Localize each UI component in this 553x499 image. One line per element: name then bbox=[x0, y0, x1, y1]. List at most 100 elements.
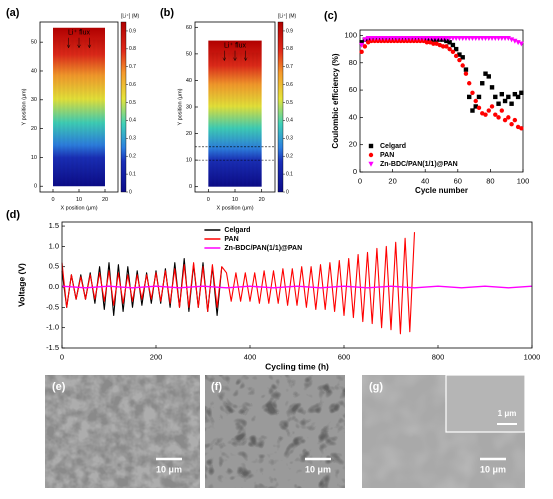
inset bbox=[445, 374, 526, 433]
y-tick-label: 60 bbox=[186, 25, 192, 31]
y-tick-label: 60 bbox=[349, 85, 357, 94]
marker bbox=[372, 35, 378, 41]
marker bbox=[457, 52, 462, 57]
marker bbox=[362, 37, 368, 43]
marker bbox=[453, 35, 459, 41]
y-tick-label: 0 bbox=[34, 184, 37, 190]
marker bbox=[437, 35, 443, 41]
marker bbox=[430, 35, 436, 41]
panel-label: (g) bbox=[369, 381, 383, 393]
x-tick-label: 800 bbox=[432, 352, 445, 361]
flux-arrow bbox=[87, 37, 92, 49]
x-tick-label: 0 bbox=[207, 197, 210, 203]
colorbar-tick-label: 0.2 bbox=[129, 154, 136, 160]
y-tick-label: 40 bbox=[186, 78, 192, 84]
marker bbox=[499, 91, 505, 97]
marker bbox=[502, 35, 508, 41]
colorbar bbox=[120, 21, 127, 193]
marker bbox=[492, 35, 498, 41]
plot-frame bbox=[194, 21, 276, 193]
marker bbox=[489, 85, 495, 90]
y-tick-label: 40 bbox=[31, 68, 37, 74]
y-tick-label: -0.5 bbox=[46, 302, 59, 311]
marker bbox=[473, 104, 478, 109]
x-tick-label: 100 bbox=[517, 176, 530, 185]
marker bbox=[479, 35, 485, 41]
y-axis-label: Y position (μm) bbox=[21, 88, 27, 125]
marker bbox=[486, 74, 491, 79]
x-tick-label: 10 bbox=[232, 197, 238, 203]
marker bbox=[486, 108, 491, 113]
colorbar-tick-label: 0.8 bbox=[286, 46, 293, 52]
marker bbox=[476, 105, 482, 111]
y-tick-label: 0 bbox=[189, 184, 192, 190]
marker bbox=[467, 81, 472, 86]
y-tick-label: 80 bbox=[349, 58, 357, 67]
marker bbox=[440, 44, 446, 49]
legend-label: PAN bbox=[380, 152, 394, 159]
colorbar-tick-label: 0.4 bbox=[129, 118, 136, 124]
legend-marker bbox=[368, 152, 374, 158]
x-tick-label: 600 bbox=[338, 352, 351, 361]
colorbar-tick-label: 0.9 bbox=[286, 28, 293, 34]
panel-label: (e) bbox=[52, 381, 66, 393]
marker bbox=[385, 35, 391, 41]
marker bbox=[359, 40, 364, 45]
marker bbox=[443, 35, 449, 41]
colorbar-tick-label: 0.3 bbox=[286, 136, 293, 142]
colorbar-tick-label: 0.1 bbox=[129, 171, 136, 177]
x-axis-label: X position (μm) bbox=[60, 205, 97, 211]
marker bbox=[512, 38, 518, 44]
scale-bar-label: 10 μm bbox=[305, 464, 331, 474]
marker bbox=[482, 35, 489, 41]
y-axis-label: Coulombic efficiency (%) bbox=[331, 53, 340, 148]
marker bbox=[447, 35, 453, 41]
marker bbox=[431, 41, 436, 46]
marker bbox=[417, 35, 423, 41]
marker bbox=[467, 94, 472, 100]
colorbar-tick-label: 0 bbox=[129, 189, 132, 195]
x-tick-label: 20 bbox=[102, 197, 108, 203]
legend-label: Zn-BDC/PAN(1/1)@PAN bbox=[380, 161, 458, 168]
panel-label: (c) bbox=[324, 10, 338, 22]
marker bbox=[506, 115, 511, 120]
marker bbox=[496, 115, 501, 120]
colorbar bbox=[277, 21, 284, 193]
marker bbox=[447, 40, 452, 45]
scale-bar-label: 10 μm bbox=[480, 464, 506, 474]
marker bbox=[359, 49, 364, 55]
marker bbox=[378, 35, 384, 41]
y-tick-label: 20 bbox=[186, 131, 192, 137]
colorbar-tick-label: 0.7 bbox=[129, 64, 136, 70]
marker bbox=[420, 35, 427, 41]
marker bbox=[394, 35, 401, 41]
colorbar-tick-label: 0.7 bbox=[286, 64, 293, 70]
marker bbox=[476, 35, 482, 41]
legend-marker bbox=[368, 161, 374, 167]
marker bbox=[427, 35, 433, 41]
plot-frame bbox=[359, 29, 524, 173]
marker bbox=[450, 35, 456, 41]
marker bbox=[473, 98, 478, 104]
legend-marker bbox=[368, 143, 374, 149]
panel-label: (b) bbox=[160, 7, 174, 19]
plot-frame bbox=[61, 221, 533, 349]
marker bbox=[391, 35, 397, 41]
flux-arrow bbox=[77, 37, 81, 49]
x-tick-label: 1000 bbox=[524, 352, 541, 361]
colorbar-tick-label: 0.5 bbox=[286, 100, 293, 106]
concentration-field bbox=[53, 27, 105, 187]
legend-label: Zn-BDC/PAN(1/1)@PAN bbox=[224, 245, 302, 252]
marker bbox=[362, 44, 368, 49]
marker bbox=[499, 35, 505, 41]
x-tick-label: 0 bbox=[60, 352, 64, 361]
sem-image-g: 1 μm 10 μm (g) bbox=[362, 374, 526, 488]
marker bbox=[519, 126, 524, 131]
x-axis-label: X position (μm) bbox=[216, 205, 253, 211]
sem-image-f: 10 μm (f) bbox=[205, 375, 345, 488]
marker bbox=[453, 46, 459, 52]
marker bbox=[424, 35, 430, 41]
marker bbox=[450, 49, 456, 55]
marker bbox=[483, 71, 488, 76]
